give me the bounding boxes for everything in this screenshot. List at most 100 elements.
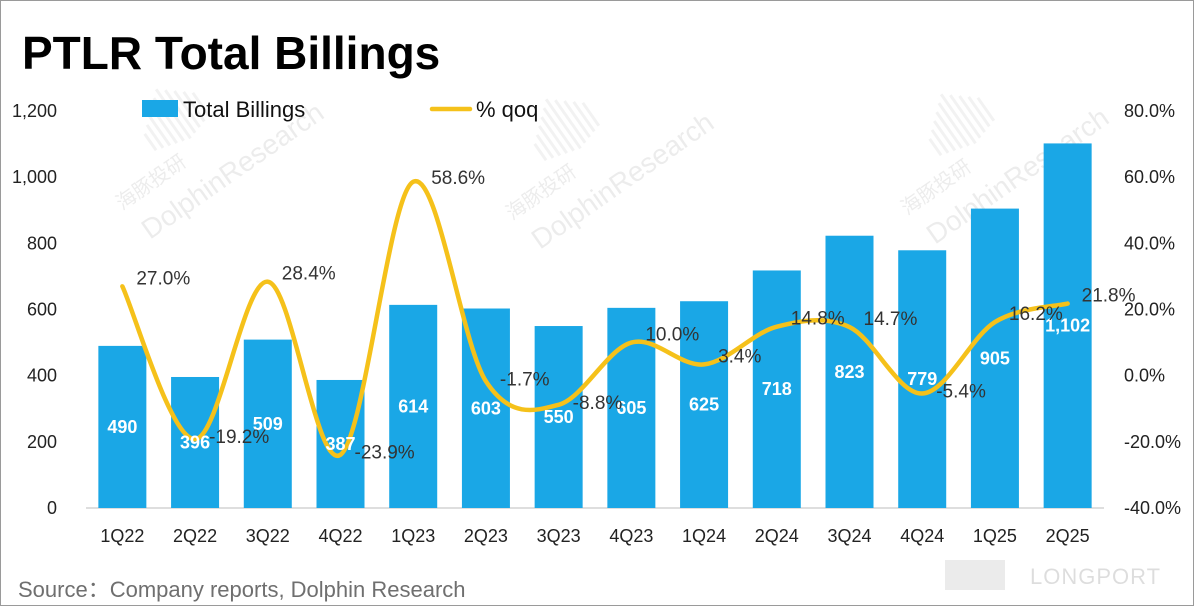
x-tick-label: 2Q25 [1046,526,1090,546]
bar-total-billings [898,250,947,509]
x-tick-label: 4Q23 [609,526,653,546]
bars-layer [98,143,1092,509]
brand-watermark: LONGPORT [945,560,1161,590]
x-tick-label: 2Q22 [173,526,217,546]
y-left-tick-label: 400 [27,366,57,386]
line-value-label: -8.8% [573,393,623,414]
bar-total-billings [680,301,729,508]
bar-value-label: 823 [834,362,864,382]
watermark-stripe [191,91,211,117]
bar-value-label: 387 [325,434,355,454]
bar-value-label: 905 [980,348,1010,368]
y-left-tick-label: 1,200 [12,101,57,121]
x-tick-label: 3Q22 [246,526,290,546]
bar-total-billings [752,270,801,508]
line-value-label: -5.4% [936,382,986,403]
x-tick-label: 4Q22 [318,526,362,546]
line-value-label: -23.9% [355,443,415,464]
y-right-tick-label: -40.0% [1124,498,1181,518]
line-value-label: 10.0% [645,325,699,346]
source-note: Source：Company reports, Dolphin Research [18,577,466,602]
bar-value-label: 718 [762,379,792,399]
x-tick-label: 3Q23 [537,526,581,546]
watermark-stripe [145,124,165,149]
y-right-tick-label: 60.0% [1124,167,1175,187]
line-value-label: 28.4% [282,264,336,285]
bar-value-label: 625 [689,395,719,415]
line-qoq-series [120,179,1070,458]
watermark-stripe [958,95,986,133]
bar-total-billings [825,235,874,508]
watermark-stripe [939,93,977,145]
watermark-stripe [182,91,206,123]
chart-title: PTLR Total Billings [22,27,441,79]
bar-total-billings [171,376,220,508]
bar-total-billings [534,326,583,508]
y-left-tick-label: 1,000 [12,167,57,187]
axes-layer: 0 200 400 600 800 1,000 1,200 -40.0% -20.0% 0.0% 2… [12,101,1181,546]
y-right-tick-label: 80.0% [1124,101,1175,121]
bar-value-label: 509 [253,414,283,434]
watermark-stripe [581,101,601,127]
watermark-stripe [572,101,596,133]
x-tick-label: 2Q24 [755,526,799,546]
watermark-stripe [933,120,957,152]
bar-value-label: 614 [398,396,428,416]
line-value-label: 58.6% [431,168,485,189]
watermark-stripe [930,129,950,154]
watermark-stripe [949,94,982,139]
bar-value-label: 1,102 [1045,316,1090,336]
x-tick-label: 2Q23 [464,526,508,546]
watermark-stripe [928,138,943,157]
line-value-label: 27.0% [136,268,190,289]
watermark-stripe [148,115,172,147]
brand-text: LONGPORT [1030,564,1161,589]
line-value-label: -1.7% [500,369,550,390]
y-right-tick-label: 0.0% [1124,366,1165,386]
line-value-label: 16.2% [1009,304,1063,325]
bar-value-label: 779 [907,369,937,389]
y-left-tick-label: 0 [47,498,57,518]
watermark-stripe [563,100,591,138]
y-left-tick-label: 200 [27,432,57,452]
line-value-label: -19.2% [209,427,269,448]
watermark-stripe [173,90,201,128]
watermark-stripe [143,133,158,152]
x-tick-label: 4Q24 [900,526,944,546]
watermark-stripe [544,98,582,150]
bar-value-label: 605 [616,398,646,418]
x-tick-label: 1Q24 [682,526,726,546]
line-value-label: 14.7% [864,309,918,330]
legend-label-line: % qoq [476,97,538,122]
x-tick-label: 1Q25 [973,526,1017,546]
bar-total-billings [243,339,292,508]
y-right-tick-label: -20.0% [1124,432,1181,452]
bar-value-label: 550 [544,407,574,427]
watermark-stripe [542,107,575,152]
bar-total-billings [970,208,1019,509]
watermark-stripe [967,96,991,128]
watermark-stripe [937,102,970,147]
legend-swatch-bars [142,100,178,117]
watermark-stripe [554,99,587,144]
x-tick-label: 1Q23 [391,526,435,546]
bar-value-label: 603 [471,398,501,418]
y-right-tick-label: 40.0% [1124,233,1175,253]
y-left-tick-label: 800 [27,233,57,253]
watermark-stripe [535,134,555,159]
line-value-label: 21.8% [1082,286,1136,307]
legend-label-bars: Total Billings [183,97,305,122]
bar-total-billings [389,304,438,508]
brand-logo-mark [945,560,1005,590]
line-value-label: 3.4% [718,346,761,367]
y-right-tick-label: 20.0% [1124,300,1175,320]
bar-total-billings [98,345,147,508]
legend: Total Billings % qoq [142,97,538,122]
x-tick-label: 3Q24 [827,526,871,546]
line-layer [120,179,1070,458]
bar-value-label: 396 [180,432,210,452]
y-left-tick-label: 600 [27,300,57,320]
